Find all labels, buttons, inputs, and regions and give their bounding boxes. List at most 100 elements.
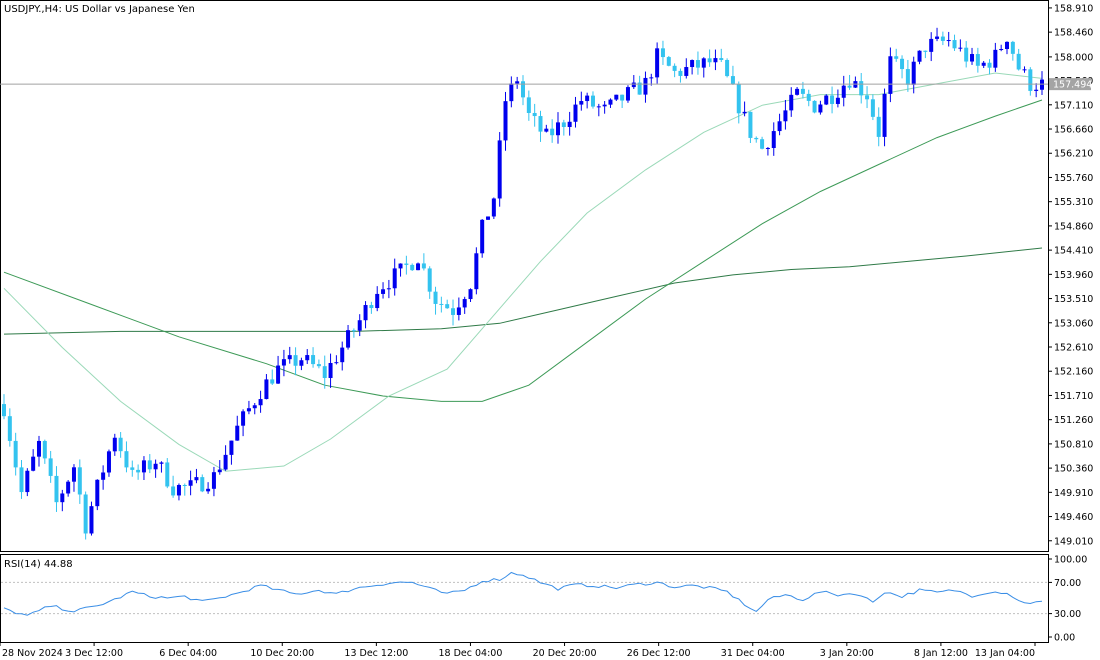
candle	[754, 136, 759, 143]
candle	[585, 92, 590, 109]
candle-body	[77, 467, 82, 495]
candle-body	[777, 121, 782, 132]
candle-body	[993, 49, 998, 68]
rsi-panel: 100.00 70.00 30.00 0.00	[1, 555, 1087, 644]
candle-body	[888, 56, 893, 94]
candle-body	[316, 364, 321, 367]
candle-body	[416, 263, 421, 271]
candle-body	[264, 379, 269, 400]
candle-body	[211, 472, 216, 489]
candle-body	[480, 219, 485, 254]
candle	[369, 301, 374, 314]
price-tick-label: 149.010	[1054, 536, 1093, 547]
candle	[141, 456, 146, 481]
current-price-tag	[1049, 78, 1091, 91]
current-price-line: 157.494	[0, 78, 1092, 91]
candle-body	[206, 488, 211, 492]
candle-body	[200, 477, 205, 492]
candle-body	[865, 95, 870, 100]
candle-body	[765, 148, 770, 150]
candle	[806, 89, 811, 107]
candle	[929, 32, 934, 62]
candle	[1005, 41, 1010, 55]
candle-body	[643, 77, 648, 95]
candle	[95, 479, 100, 511]
candle	[713, 49, 718, 71]
price-tick-label: 151.710	[1054, 391, 1093, 402]
candle	[1040, 71, 1044, 96]
candle	[48, 450, 53, 483]
candle	[579, 91, 584, 111]
candle	[433, 286, 438, 315]
candle-body	[999, 49, 1004, 51]
time-tick-label: 6 Dec 04:00	[159, 648, 217, 659]
candle-body	[911, 61, 916, 85]
candle	[964, 41, 969, 68]
candle-body	[666, 57, 671, 66]
candle	[165, 458, 170, 489]
price-tick-label: 149.910	[1054, 488, 1093, 499]
candle	[573, 96, 578, 128]
candle-body	[270, 379, 275, 384]
candle-body	[241, 411, 246, 426]
candle	[818, 100, 823, 115]
candle	[19, 460, 24, 499]
candle	[742, 101, 747, 117]
candle-body	[305, 355, 310, 361]
candle	[491, 197, 496, 220]
candle-body	[940, 36, 945, 41]
candle-body	[713, 58, 718, 63]
candle-body	[334, 362, 339, 364]
candle-body	[567, 121, 572, 128]
candle	[917, 50, 922, 65]
candle-body	[217, 469, 222, 473]
candle-body	[188, 480, 193, 486]
candle	[655, 42, 660, 84]
candle	[130, 460, 135, 477]
candle-body	[800, 88, 805, 94]
candle-body	[579, 101, 584, 105]
candle	[13, 432, 18, 476]
candle-body	[503, 101, 508, 141]
candle-body	[975, 54, 980, 66]
candle-body	[970, 54, 975, 62]
candle-body	[725, 59, 730, 77]
price-tick-label: 153.960	[1054, 270, 1093, 281]
candle	[987, 59, 992, 75]
candle	[999, 44, 1004, 52]
current-price-label: 157.494	[1053, 80, 1092, 91]
candle-body	[515, 81, 520, 84]
candle-body	[451, 308, 456, 315]
ma-mid-line	[3, 99, 1043, 402]
candle-body	[625, 87, 630, 101]
candle	[153, 459, 158, 478]
candle	[270, 369, 275, 386]
candle-body	[1040, 79, 1044, 90]
candle	[7, 408, 12, 447]
candle	[631, 75, 636, 89]
candle	[532, 103, 537, 127]
candle	[905, 59, 910, 92]
time-tick-label: 8 Jan 12:00	[914, 648, 968, 659]
candle	[136, 464, 141, 480]
candle-body	[404, 263, 409, 265]
candle	[602, 101, 607, 114]
candle-body	[905, 69, 910, 85]
candle	[561, 119, 566, 136]
candle	[684, 58, 689, 79]
candle-body	[147, 460, 152, 470]
candle-body	[60, 493, 65, 503]
candle	[894, 48, 899, 62]
candle-body	[258, 399, 263, 406]
rsi-label: RSI(14) 44.88	[4, 559, 73, 570]
candle-body	[538, 116, 543, 132]
candle-body	[124, 451, 129, 468]
candle	[357, 314, 362, 337]
candle	[451, 299, 456, 326]
candle	[544, 124, 549, 133]
candle-body	[841, 85, 846, 98]
ma-fast-path	[3, 72, 1043, 472]
candle	[480, 219, 485, 258]
candle-body	[754, 137, 759, 140]
